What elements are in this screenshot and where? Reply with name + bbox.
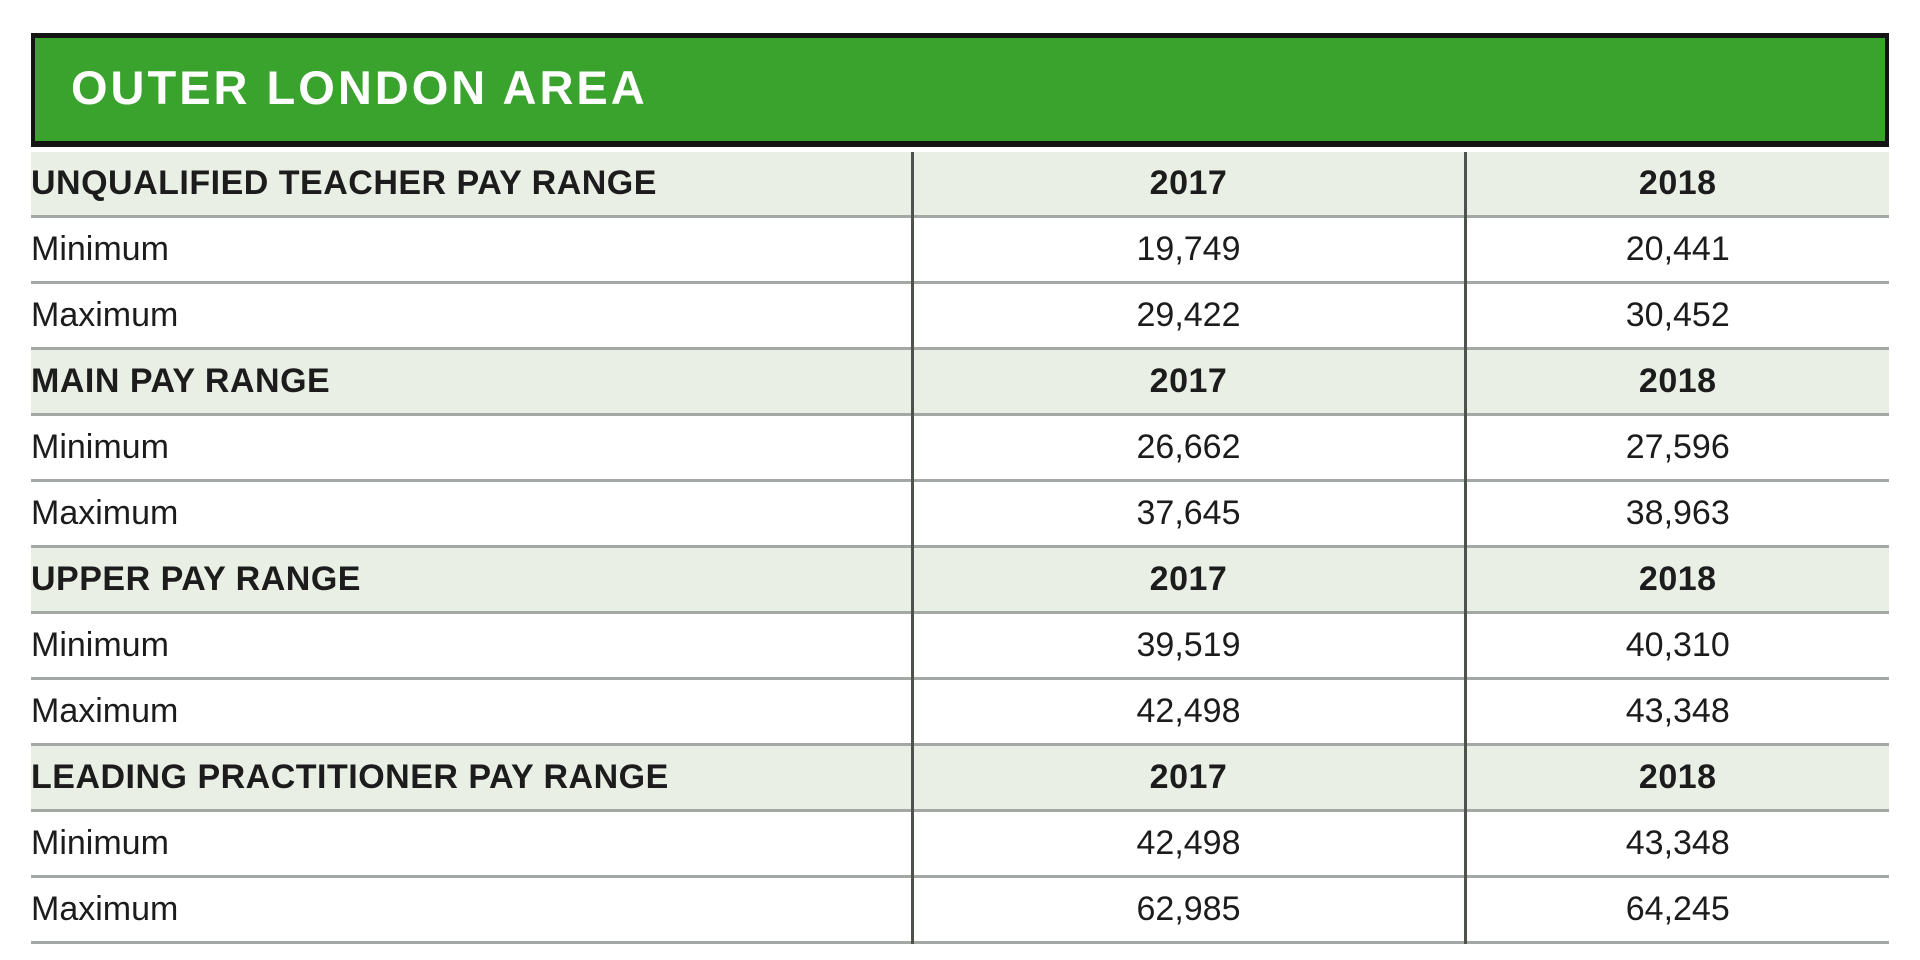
value-2018: 38,963 xyxy=(1463,479,1889,547)
value-2017: 29,422 xyxy=(910,281,1465,349)
section-header-row: MAIN PAY RANGE 2017 2018 xyxy=(31,347,1889,415)
section-title-cell: UNQUALIFIED TEACHER PAY RANGE xyxy=(31,152,912,217)
table-row: Maximum 37,645 38,963 xyxy=(31,479,1889,547)
row-label: Maximum xyxy=(31,677,912,745)
row-label: Maximum xyxy=(31,479,912,547)
row-label: Maximum xyxy=(31,875,912,943)
section-title-cell: UPPER PAY RANGE xyxy=(31,545,912,613)
year-header-2018: 2018 xyxy=(1463,152,1889,217)
value-2017: 26,662 xyxy=(910,413,1465,481)
section-leading-practitioner: LEADING PRACTITIONER PAY RANGE 2017 2018… xyxy=(31,743,1889,943)
year-header-2017: 2017 xyxy=(910,347,1465,415)
value-2018: 43,348 xyxy=(1463,809,1889,877)
table-row: Minimum 19,749 20,441 xyxy=(31,215,1889,283)
section-title-cell: LEADING PRACTITIONER PAY RANGE xyxy=(31,743,912,811)
section-header-row: UPPER PAY RANGE 2017 2018 xyxy=(31,545,1889,613)
section-header-row: UNQUALIFIED TEACHER PAY RANGE 2017 2018 xyxy=(31,152,1889,217)
section-header-row: LEADING PRACTITIONER PAY RANGE 2017 2018 xyxy=(31,743,1889,811)
section-upper: UPPER PAY RANGE 2017 2018 Minimum 39,519… xyxy=(31,545,1889,745)
value-2017: 62,985 xyxy=(910,875,1465,943)
value-2017: 42,498 xyxy=(910,809,1465,877)
year-header-2018: 2018 xyxy=(1463,743,1889,811)
year-header-2017: 2017 xyxy=(910,545,1465,613)
value-2017: 39,519 xyxy=(910,611,1465,679)
year-header-2017: 2017 xyxy=(910,152,1465,217)
value-2018: 64,245 xyxy=(1463,875,1889,943)
section-main: MAIN PAY RANGE 2017 2018 Minimum 26,662 … xyxy=(31,347,1889,547)
value-2018: 43,348 xyxy=(1463,677,1889,745)
row-label: Minimum xyxy=(31,611,912,679)
table-row: Maximum 42,498 43,348 xyxy=(31,677,1889,745)
year-header-2017: 2017 xyxy=(910,743,1465,811)
section-title-cell: MAIN PAY RANGE xyxy=(31,347,912,415)
row-label: Minimum xyxy=(31,809,912,877)
value-2018: 20,441 xyxy=(1463,215,1889,283)
value-2018: 40,310 xyxy=(1463,611,1889,679)
value-2018: 27,596 xyxy=(1463,413,1889,481)
value-2018: 30,452 xyxy=(1463,281,1889,349)
table-row: Minimum 39,519 40,310 xyxy=(31,611,1889,679)
value-2017: 19,749 xyxy=(910,215,1465,283)
table-row: Minimum 42,498 43,348 xyxy=(31,809,1889,877)
table-row: Maximum 29,422 30,452 xyxy=(31,281,1889,349)
table-row: Minimum 26,662 27,596 xyxy=(31,413,1889,481)
section-unqualified: UNQUALIFIED TEACHER PAY RANGE 2017 2018 … xyxy=(31,152,1889,349)
year-header-2018: 2018 xyxy=(1463,347,1889,415)
area-banner: OUTER LONDON AREA xyxy=(31,33,1889,147)
pay-table: UNQUALIFIED TEACHER PAY RANGE 2017 2018 … xyxy=(31,152,1889,944)
value-2017: 42,498 xyxy=(910,677,1465,745)
row-label: Minimum xyxy=(31,215,912,283)
row-label: Minimum xyxy=(31,413,912,481)
table-row: Maximum 62,985 64,245 xyxy=(31,875,1889,943)
year-header-2018: 2018 xyxy=(1463,545,1889,613)
pay-table-panel: OUTER LONDON AREA UNQUALIFIED TEACHER PA… xyxy=(31,33,1889,944)
row-label: Maximum xyxy=(31,281,912,349)
area-banner-title: OUTER LONDON AREA xyxy=(71,61,648,114)
value-2017: 37,645 xyxy=(910,479,1465,547)
